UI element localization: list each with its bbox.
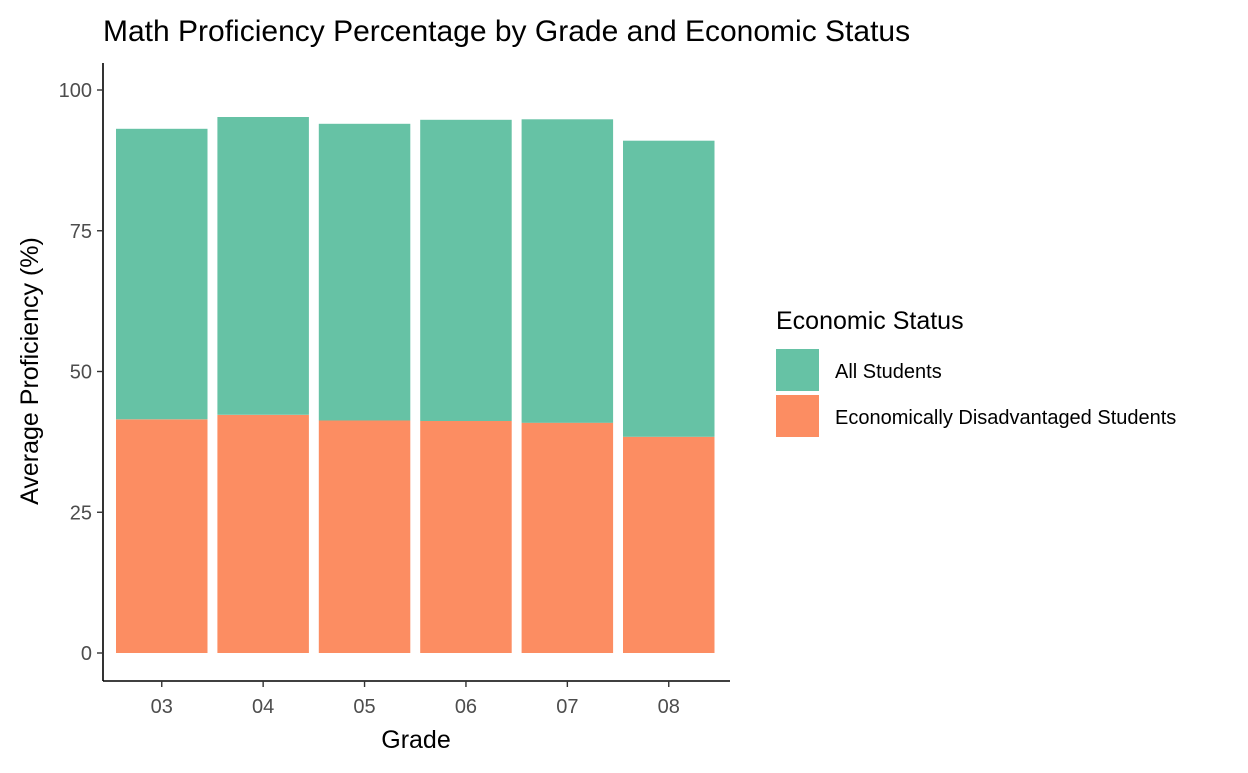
x-tick-label-03: 03 bbox=[151, 696, 173, 718]
bar-04-series-1 bbox=[217, 117, 309, 415]
bar-08-series-0 bbox=[623, 436, 715, 653]
legend-label-0: All Students bbox=[835, 361, 942, 383]
bar-03-series-1 bbox=[116, 128, 208, 420]
x-tick-label-04: 04 bbox=[252, 696, 274, 718]
x-axis: 03 04 05 06 07 08 bbox=[103, 680, 730, 718]
plot-area bbox=[116, 117, 715, 653]
legend-swatch-0 bbox=[776, 349, 819, 391]
chart-title: Math Proficiency Percentage by Grade and… bbox=[103, 15, 910, 48]
y-tick-label-50: 50 bbox=[70, 362, 92, 384]
legend-swatch-1 bbox=[776, 395, 819, 437]
legend: Economic Status All Students Economically… bbox=[776, 307, 1176, 437]
x-tick-label-08: 08 bbox=[658, 696, 680, 718]
y-tick-label-75: 75 bbox=[70, 221, 92, 243]
x-tick-label-05: 05 bbox=[353, 696, 375, 718]
bar-06-series-0 bbox=[420, 421, 512, 653]
x-axis-title: Grade bbox=[381, 726, 450, 754]
x-tick-label-06: 06 bbox=[455, 696, 477, 718]
bar-07-series-1 bbox=[521, 119, 614, 423]
bar-05-series-0 bbox=[318, 420, 411, 653]
y-axis-title: Average Proficiency (%) bbox=[16, 237, 44, 505]
bar-05-series-1 bbox=[318, 123, 411, 421]
y-tick-label-0: 0 bbox=[81, 643, 92, 665]
legend-title: Economic Status bbox=[776, 307, 964, 335]
bar-07-series-0 bbox=[521, 422, 614, 653]
bar-04-series-0 bbox=[217, 414, 309, 653]
x-tick-label-07: 07 bbox=[556, 696, 578, 718]
y-tick-label-25: 25 bbox=[70, 502, 92, 524]
bar-08-series-1 bbox=[623, 140, 715, 437]
y-tick-label-100: 100 bbox=[59, 80, 92, 102]
y-axis: 0 25 50 75 100 bbox=[59, 63, 104, 681]
legend-label-1: Economically Disadvantaged Students bbox=[835, 407, 1176, 429]
bar-03-series-0 bbox=[116, 419, 208, 653]
bar-06-series-1 bbox=[420, 119, 512, 422]
